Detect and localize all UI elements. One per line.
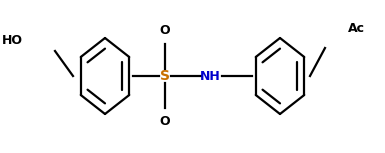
Text: O: O (160, 24, 170, 37)
Text: Ac: Ac (348, 22, 365, 35)
Text: NH: NH (200, 69, 220, 82)
Text: O: O (160, 115, 170, 128)
Text: S: S (160, 69, 170, 83)
Text: HO: HO (2, 34, 22, 47)
